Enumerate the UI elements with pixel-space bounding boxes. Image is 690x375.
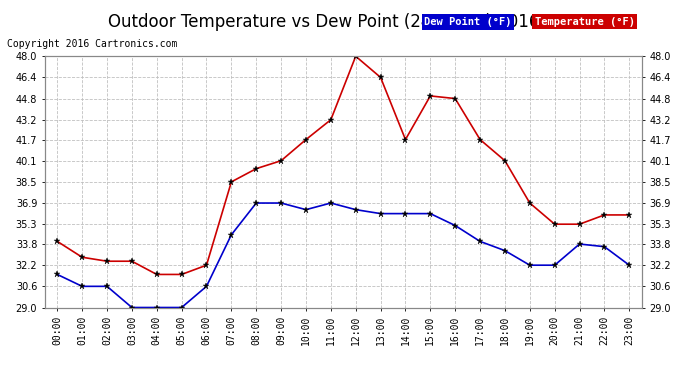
Text: Copyright 2016 Cartronics.com: Copyright 2016 Cartronics.com [7, 39, 177, 50]
Text: Temperature (°F): Temperature (°F) [535, 17, 635, 27]
Text: Dew Point (°F): Dew Point (°F) [424, 17, 512, 27]
Text: Outdoor Temperature vs Dew Point (24 Hours) 20160311: Outdoor Temperature vs Dew Point (24 Hou… [108, 13, 582, 31]
